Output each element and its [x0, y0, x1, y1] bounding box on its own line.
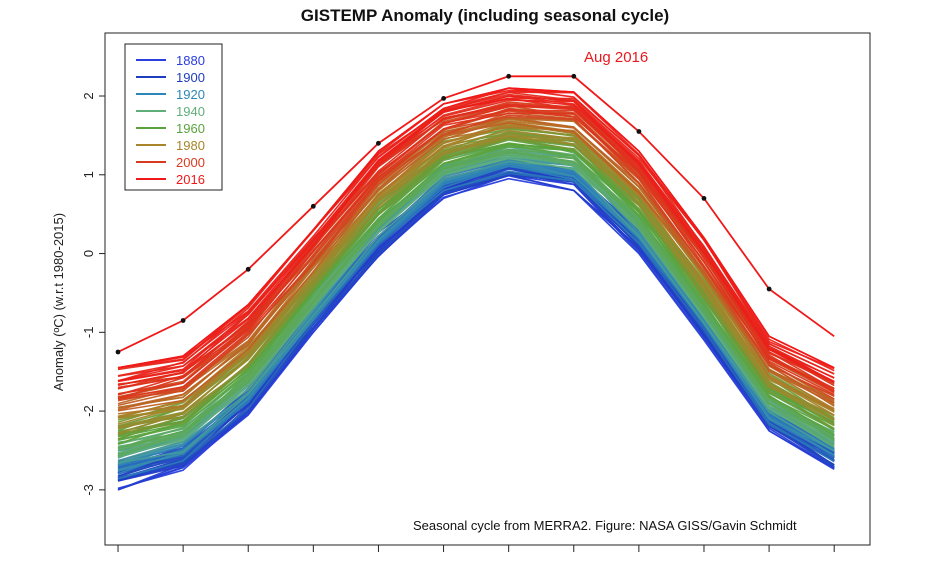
year-line	[117, 93, 835, 383]
legend-label: 2016	[176, 172, 205, 187]
year-line	[117, 112, 835, 396]
series-2016-point	[115, 349, 121, 355]
y-axis-label: Anomaly (ºC) (w.r.t 1980-2015)	[51, 213, 66, 391]
envelope-lines	[117, 87, 835, 491]
series-2016-point	[571, 73, 577, 79]
year-line	[117, 148, 835, 449]
legend-label: 1920	[176, 87, 205, 102]
y-tick-label: -3	[81, 484, 96, 496]
y-tick-label: 1	[81, 171, 96, 178]
legend-label: 1880	[176, 53, 205, 68]
year-line	[117, 149, 835, 456]
year-line	[117, 151, 835, 452]
year-line	[117, 157, 835, 457]
x-axis	[117, 545, 835, 552]
year-line	[117, 114, 835, 402]
legend-label: 1960	[176, 121, 205, 136]
series-2016-point	[376, 140, 381, 146]
year-line	[117, 135, 835, 430]
legend: 1880 1900 1920 1940 1960 1980 2000 2016	[124, 43, 223, 191]
legend-label: 1900	[176, 70, 205, 85]
y-tick-label: -2	[81, 405, 96, 417]
year-line	[117, 143, 835, 441]
year-line	[117, 145, 835, 442]
year-line	[117, 98, 835, 383]
annotation-source: Seasonal cycle from MERRA2. Figure: NASA…	[413, 518, 797, 533]
year-line	[117, 172, 835, 479]
y-tick-label: 2	[81, 92, 96, 99]
year-line	[117, 87, 835, 369]
series-2016-point	[441, 96, 446, 101]
legend-label: 2000	[176, 155, 205, 170]
y-tick-label: -1	[81, 327, 96, 339]
year-line	[117, 105, 835, 396]
series-2016-point	[506, 73, 512, 79]
series-2016-point	[245, 266, 251, 272]
series-2016-point	[701, 196, 707, 201]
series-2016-point	[180, 318, 186, 323]
y-tick-label: 0	[81, 250, 96, 257]
series-2016-point	[310, 203, 316, 209]
series-2016-line	[117, 75, 835, 353]
legend-label: 1980	[176, 138, 205, 153]
year-line	[117, 160, 835, 464]
plot-frame	[104, 32, 871, 546]
year-line	[117, 174, 835, 491]
legend-label: 1940	[176, 104, 205, 119]
series-2016-point	[636, 129, 642, 134]
series-2016-point	[766, 286, 772, 292]
year-line	[117, 134, 835, 428]
annotation-aug-2016: Aug 2016	[584, 49, 648, 66]
y-axis: -3 -2 -1 0 1 2	[81, 92, 105, 496]
series-2016	[115, 73, 835, 355]
legend-box	[124, 43, 223, 191]
year-line	[117, 172, 835, 480]
year-line	[117, 87, 835, 370]
year-line	[117, 95, 835, 382]
chart-title: GISTEMP Anomaly (including seasonal cycl…	[301, 6, 669, 25]
